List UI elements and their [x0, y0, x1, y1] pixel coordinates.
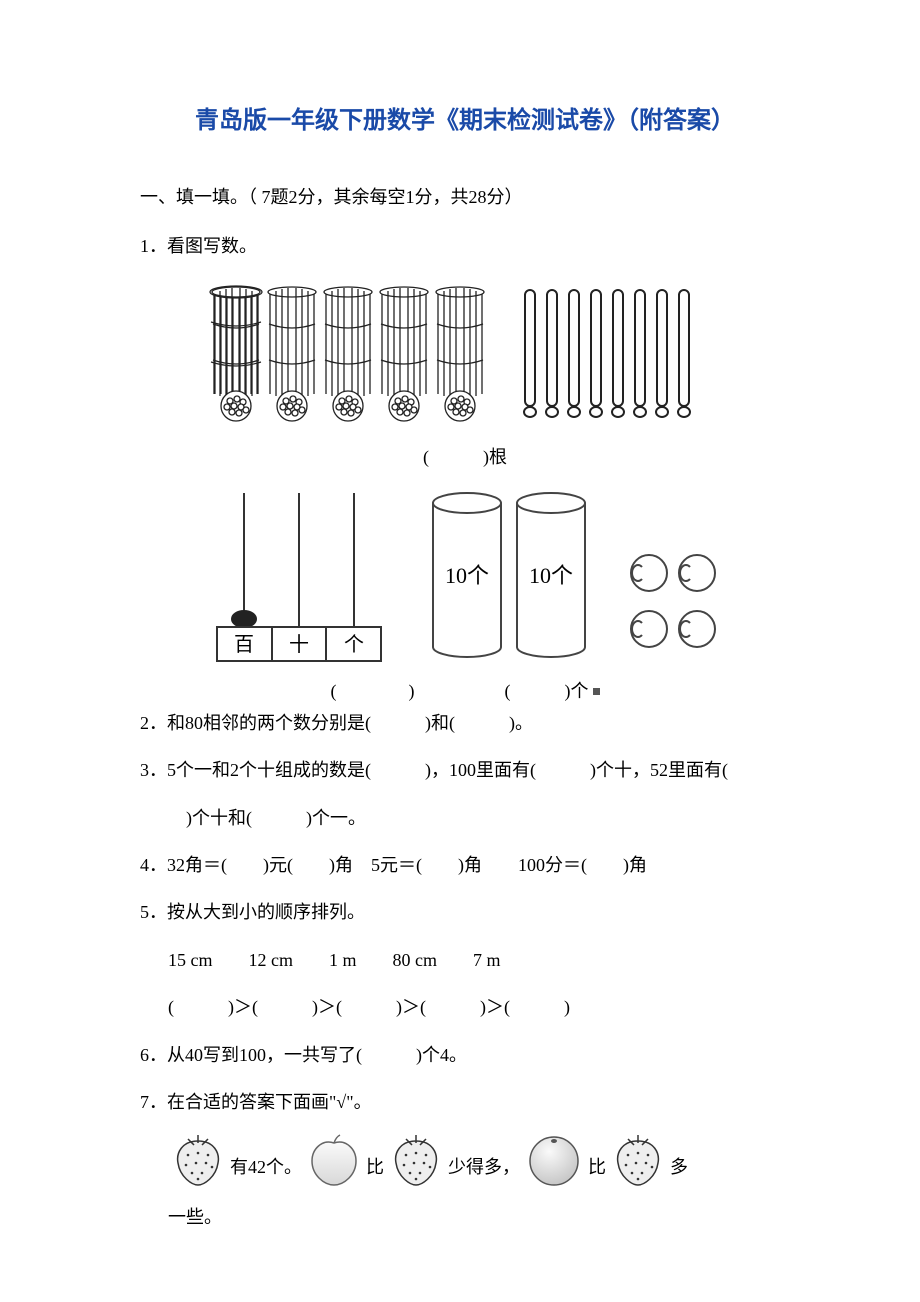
q7-t3: 少得多，	[448, 1151, 520, 1189]
q7-t6: 一些。	[140, 1197, 790, 1238]
strawberry-icon	[168, 1129, 228, 1189]
page-title: 青岛版一年级下册数学《期末检测试卷》（附答案）	[140, 100, 790, 135]
q7-t2: 比	[366, 1151, 384, 1189]
q7-t5: 多	[670, 1151, 688, 1189]
q6: 6．从40写到100，一共写了( )个4。	[140, 1035, 790, 1076]
cylinder-2-label: 10个	[529, 563, 573, 588]
q7-fruit-row: 有42个。 比 少得多，	[140, 1129, 790, 1189]
q3-line2: )个十和( )个一。	[140, 798, 790, 839]
orange-icon	[522, 1129, 586, 1189]
q1-figure-1	[140, 282, 790, 437]
section-1-heading: 一、填一填。（ 7题2分，其余每空1分，共28分）	[140, 177, 790, 218]
q4: 4．32角＝( )元( )角 5元＝( )角 100分＝( )角	[140, 845, 790, 886]
apple-icon	[304, 1129, 364, 1189]
q2: 2．和80相邻的两个数分别是( )和( )。	[140, 703, 790, 744]
q1-label: 1．看图写数。	[140, 226, 790, 267]
q7-t4: 比	[588, 1151, 606, 1189]
q1-caption-2a: ( )	[331, 677, 415, 703]
q5-blanks: ( )＞( )＞( )＞( )＞( )	[140, 987, 790, 1028]
coins-icon	[621, 537, 731, 667]
q1-figure-2: 百 十 个 10个 10个	[140, 487, 790, 667]
q3-line1: 3．5个一和2个十组成的数是( )，100里面有( )个十，52里面有(	[140, 750, 790, 791]
q7-label: 7．在合适的答案下面画"√"。	[140, 1082, 790, 1123]
cylinder-1-label: 10个	[445, 563, 489, 588]
abacus-icon: 百 十 个	[199, 487, 399, 667]
q1-caption-2b: ( )个	[505, 677, 600, 703]
q7-t1: 有42个。	[230, 1151, 302, 1189]
abacus-label-shi: 十	[289, 633, 309, 656]
abacus-label-bai: 百	[234, 634, 254, 656]
strawberry-icon	[608, 1129, 668, 1189]
q5-label: 5．按从大到小的顺序排列。	[140, 892, 790, 933]
q5-values: 15 cm 12 cm 1 m 80 cm 7 m	[140, 940, 790, 981]
abacus-label-ge: 个	[344, 633, 364, 656]
strawberry-icon	[386, 1129, 446, 1189]
q1-caption-1: ( )根	[140, 443, 790, 469]
cylinders-icon: 10个 10个	[425, 487, 595, 667]
